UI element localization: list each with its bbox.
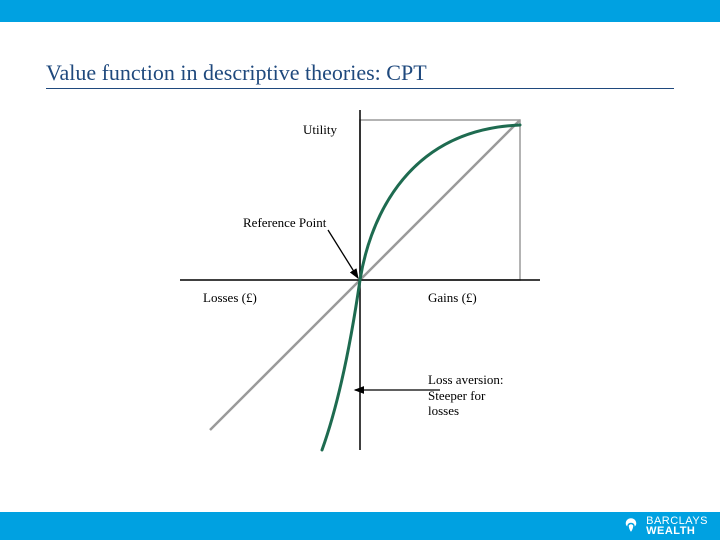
- bottom-accent-bar: BARCLAYS WEALTH: [0, 512, 720, 540]
- label-loss-aversion: Loss aversion: Steeper for losses: [428, 372, 508, 419]
- label-gains: Gains (£): [428, 290, 477, 306]
- top-accent-bar: [0, 0, 720, 22]
- page-title: Value function in descriptive theories: …: [46, 60, 427, 86]
- title-underline: [46, 88, 674, 89]
- value-function-chart: Utility Reference Point Losses (£) Gains…: [180, 100, 540, 460]
- eagle-icon: [622, 516, 640, 537]
- barclays-wealth-logo: BARCLAYS WEALTH: [622, 516, 708, 537]
- logo-line2: WEALTH: [646, 526, 708, 536]
- label-losses: Losses (£): [203, 290, 257, 306]
- logo-text: BARCLAYS WEALTH: [646, 516, 708, 537]
- label-utility: Utility: [303, 122, 337, 138]
- label-reference-point: Reference Point: [243, 215, 326, 231]
